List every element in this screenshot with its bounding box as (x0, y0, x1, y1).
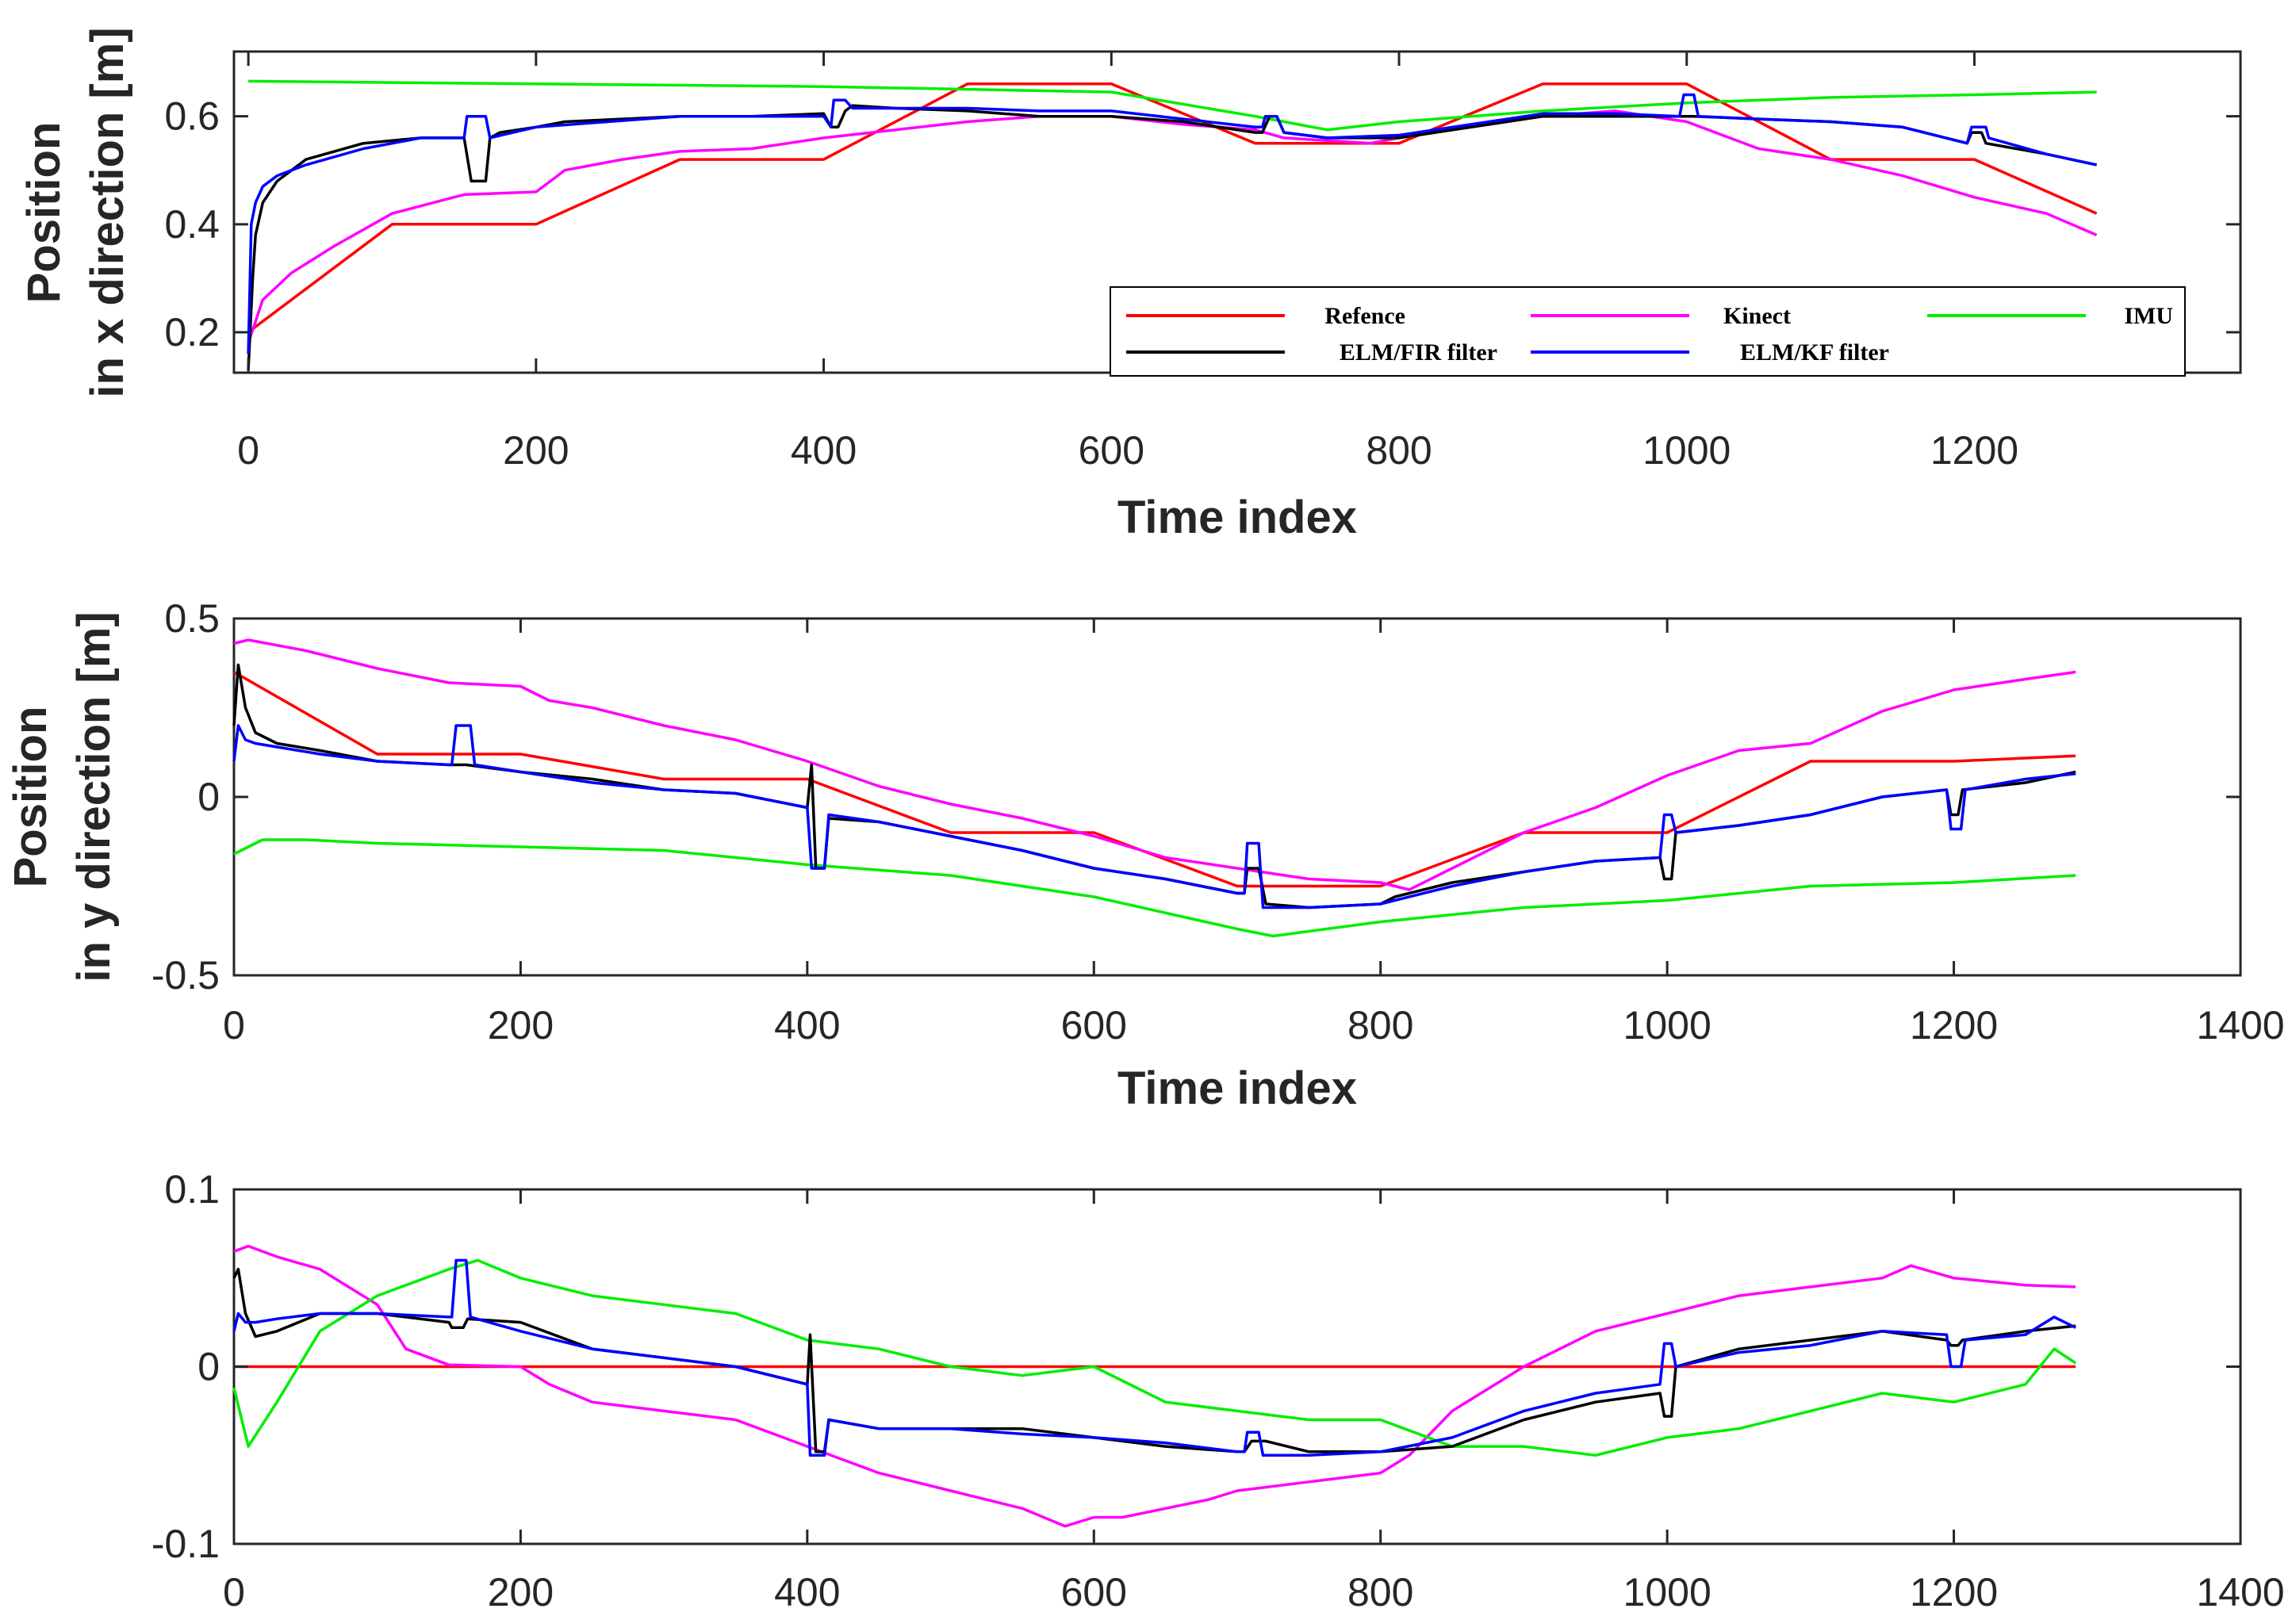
x-tick-label: 200 (488, 1003, 554, 1047)
legend-label-elm-kf: ELM/KF filter (1740, 339, 1889, 366)
x-tick-label: 200 (488, 1570, 554, 1614)
series-group (232, 1244, 2077, 1528)
y-tick-label: 0 (197, 775, 220, 819)
legend-label-kinect: Kinect (1723, 303, 1791, 329)
series-line-elm-kf (232, 1258, 2076, 1457)
series-line-imu (248, 79, 2097, 132)
panel-y-position: 0 200 400 600 800 1000 1200 1400-0.500.5 Positi… (5, 596, 2285, 1114)
y-axis-label-line2: in x direction [m] (82, 27, 133, 397)
tick-group: 0 200 400 600 800 1000 1200 1400-0.100.1 (151, 1167, 2285, 1614)
series-line-elm-kf (232, 724, 2076, 910)
legend-label-imu: IMU (2124, 303, 2173, 329)
legend-label-elm-fir: ELM/FIR filter (1340, 339, 1497, 366)
x-tick-label: 1200 (1910, 1570, 1998, 1614)
y-tick-label: 0.4 (164, 202, 220, 247)
series-line-elm-kf (247, 93, 2097, 354)
y-axis-label-line1: Position (5, 707, 56, 888)
tick-group: 0 200 400 600 800 1000 1200 1400-0.500.5 (151, 596, 2285, 1047)
series-line-imu (233, 838, 2076, 938)
x-axis-label: Time index (1117, 492, 1357, 543)
series-group (232, 638, 2076, 938)
x-tick-label: 400 (791, 428, 857, 473)
series-group (247, 79, 2098, 370)
y-tick-label: 0.6 (164, 94, 220, 139)
y-tick-label: 0 (197, 1345, 220, 1389)
y-tick-label: 0.1 (164, 1167, 220, 1212)
x-tick-label: 400 (774, 1003, 840, 1047)
x-tick-label: 200 (503, 428, 569, 473)
panel-z-position: 0 200 400 600 800 1000 1200 1400-0.100.1 (151, 1167, 2285, 1614)
x-tick-label: 0 (237, 428, 259, 473)
x-tick-label: 1200 (1910, 1003, 1998, 1047)
x-tick-label: 0 (223, 1570, 245, 1614)
tick-group: 0 200 400 600 800 1000 1200 0.2 0.4 0.6 (164, 52, 2240, 473)
y-axis-label-line1: Position (18, 122, 70, 304)
y-tick-label: 0.2 (164, 310, 220, 354)
x-tick-label: 1000 (1642, 428, 1731, 473)
x-tick-label: 600 (1061, 1570, 1127, 1614)
series-line-kinect (233, 638, 2076, 891)
x-tick-label: 800 (1347, 1570, 1413, 1614)
plot-area (232, 617, 2242, 977)
x-axis-label: Time index (1117, 1063, 1357, 1114)
x-tick-label: 400 (774, 1570, 840, 1614)
legend: Refence Kinect IMU ELM/FIR filter ELM/KF… (1110, 286, 2186, 377)
series-line-reference (233, 670, 2076, 888)
x-tick-label: 800 (1347, 1003, 1413, 1047)
series-line-kinect (233, 1244, 2076, 1528)
y-tick-label: -0.1 (151, 1522, 220, 1566)
legend-label-reference: Refence (1324, 303, 1405, 329)
x-tick-label: 1000 (1623, 1003, 1711, 1047)
x-tick-label: 800 (1366, 428, 1432, 473)
x-tick-label: 1400 (2196, 1570, 2284, 1614)
y-tick-label: 0.5 (164, 596, 220, 641)
x-tick-label: 0 (223, 1003, 245, 1047)
x-tick-label: 1200 (1930, 428, 2018, 473)
x-tick-label: 600 (1061, 1003, 1127, 1047)
y-axis-label-line2: in y direction [m] (68, 611, 120, 982)
x-tick-label: 1000 (1623, 1570, 1711, 1614)
y-tick-label: -0.5 (151, 953, 220, 998)
legend-box (1110, 286, 2186, 377)
x-tick-label: 600 (1079, 428, 1144, 473)
series-line-reference (247, 82, 2098, 334)
x-tick-label: 1400 (2196, 1003, 2284, 1047)
series-line-imu (232, 1258, 2077, 1457)
